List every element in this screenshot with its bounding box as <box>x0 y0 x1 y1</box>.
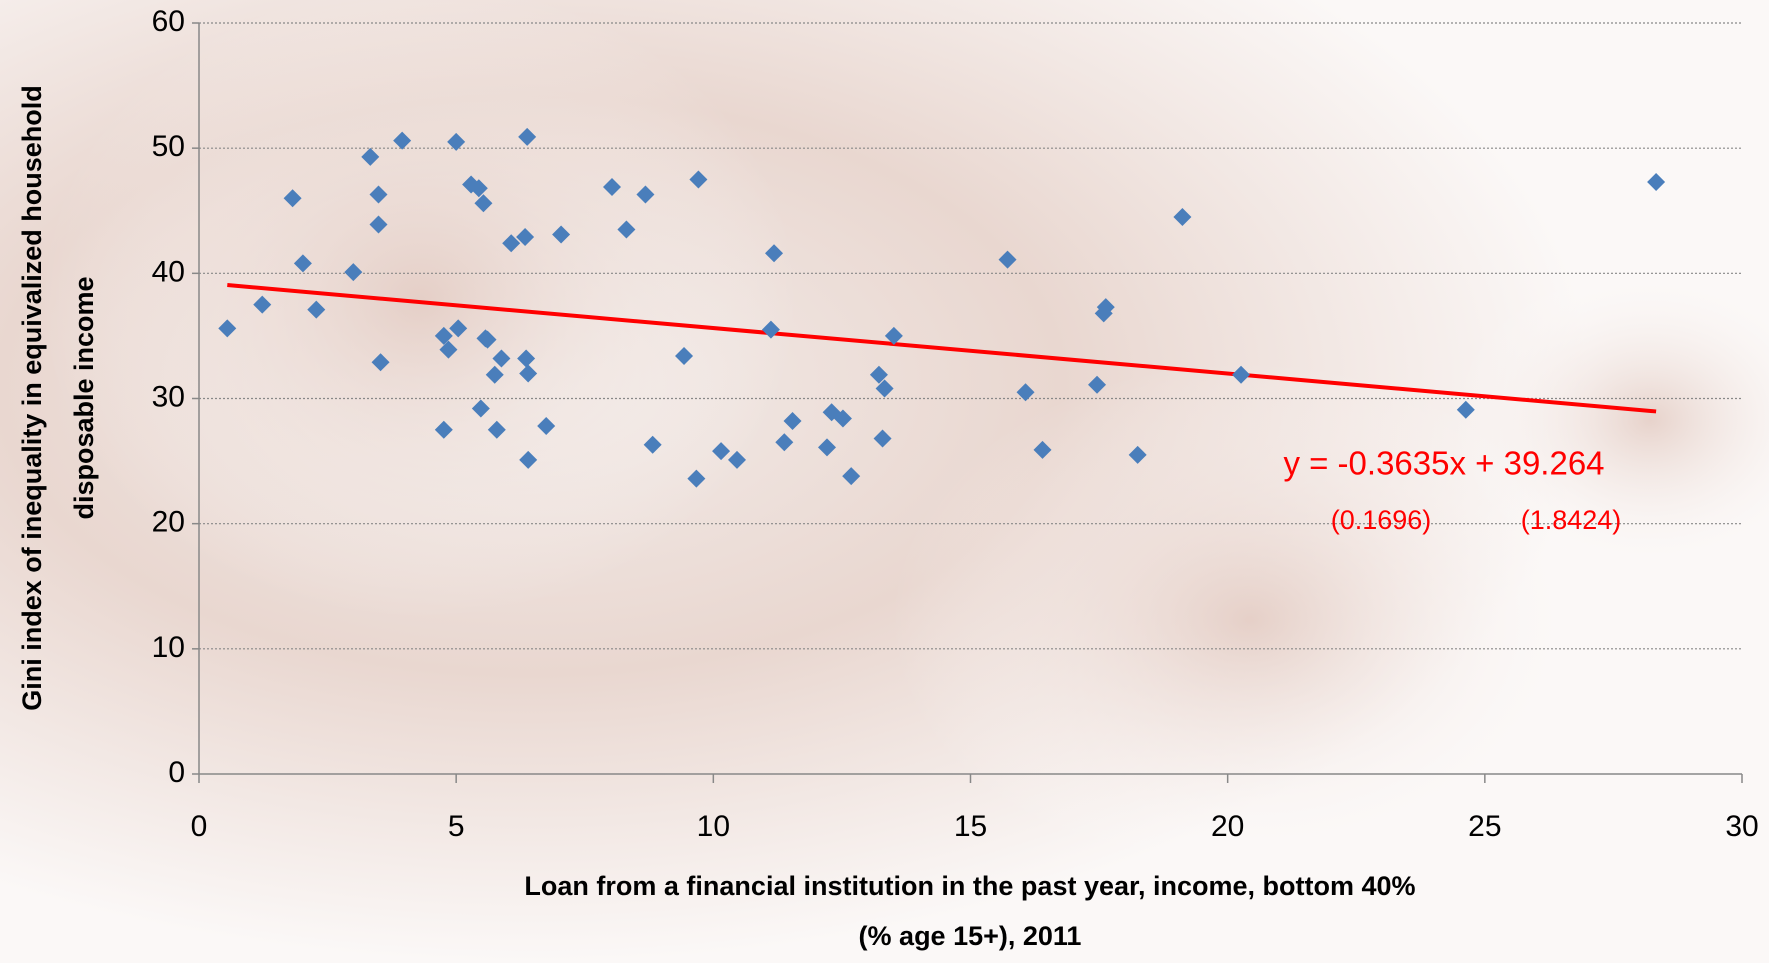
data-point <box>1128 445 1147 464</box>
data-point <box>516 228 535 247</box>
background-swirl <box>890 360 1610 880</box>
data-point <box>833 409 852 428</box>
data-point <box>449 319 468 338</box>
background-swirl <box>1450 260 1769 580</box>
data-point <box>727 450 746 469</box>
x-tick-label: 20 <box>1211 810 1244 843</box>
data-point <box>537 417 556 436</box>
trendline <box>227 283 1657 414</box>
x-axis-title: Loan from a financial institution in the… <box>524 871 1415 901</box>
data-point <box>675 346 694 365</box>
data-point <box>1456 400 1475 419</box>
y-tick-label: 40 <box>152 255 185 288</box>
data-point <box>218 319 237 338</box>
data-point <box>1088 375 1107 394</box>
data-point <box>283 189 302 208</box>
y-tick-label: 60 <box>152 5 185 38</box>
data-point <box>1096 298 1115 317</box>
data-point <box>687 469 706 488</box>
data-point <box>875 379 894 398</box>
x-axis-title: (% age 15+), 2011 <box>859 921 1082 951</box>
data-point <box>1173 208 1192 227</box>
x-tick-label: 0 <box>191 810 208 843</box>
data-point <box>517 349 536 368</box>
x-tick-label: 15 <box>954 810 987 843</box>
data-point <box>492 349 511 368</box>
data-point <box>1033 440 1052 459</box>
x-tick-label: 10 <box>697 810 730 843</box>
y-tick-label: 30 <box>152 380 185 413</box>
data-point <box>293 254 312 273</box>
y-tick-label: 20 <box>152 506 185 539</box>
x-tick-label: 5 <box>448 810 465 843</box>
data-point <box>519 450 538 469</box>
data-point <box>369 215 388 234</box>
data-point <box>485 365 504 384</box>
trendline-equation: y = -0.3635x + 39.264 <box>1283 445 1604 482</box>
data-point <box>884 326 903 345</box>
data-point <box>519 364 538 383</box>
data-point <box>636 185 655 204</box>
y-tick-label: 50 <box>152 130 185 163</box>
background-swirl <box>40 0 800 620</box>
data-point <box>478 330 497 349</box>
data-point <box>842 467 861 486</box>
standard-error: (0.1696) <box>1331 505 1432 535</box>
data-point <box>603 177 622 196</box>
data-point <box>689 170 708 189</box>
plot-area: 0 10 20 30 40 50 60 0 5 10 15 20 25 30 <box>152 5 1759 843</box>
data-point <box>434 326 453 345</box>
data-point <box>1016 383 1035 402</box>
y-axis-title: Gini index of inequality in equivalized … <box>17 85 47 711</box>
data-point <box>1647 172 1666 191</box>
data-point <box>783 412 802 431</box>
data-point <box>434 420 453 439</box>
data-point <box>765 244 784 263</box>
y-tick-label: 0 <box>168 756 185 789</box>
data-point <box>873 429 892 448</box>
data-point <box>469 179 488 198</box>
data-point <box>775 433 794 452</box>
data-point <box>552 225 571 244</box>
data-point <box>393 131 412 150</box>
data-point <box>1232 365 1251 384</box>
data-point <box>818 438 837 457</box>
data-point <box>371 353 390 372</box>
data-point <box>643 435 662 454</box>
data-point <box>761 320 780 339</box>
y-axis-title: disposable income <box>69 276 99 519</box>
x-tick-label: 25 <box>1468 810 1501 843</box>
data-point <box>253 295 272 314</box>
data-point <box>439 340 458 359</box>
standard-error: (1.8424) <box>1521 505 1622 535</box>
data-point <box>518 127 537 146</box>
y-tick-label: 10 <box>152 631 185 664</box>
data-point <box>712 442 731 461</box>
data-point <box>369 185 388 204</box>
data-point <box>471 399 490 418</box>
data-point <box>617 220 636 239</box>
data-point <box>474 194 493 213</box>
data-point <box>307 300 326 319</box>
x-tick-label: 30 <box>1725 810 1758 843</box>
data-point <box>344 263 363 282</box>
data-point <box>487 420 506 439</box>
data-point <box>447 132 466 151</box>
data-point <box>361 147 380 166</box>
data-point <box>502 234 521 253</box>
data-point <box>869 365 888 384</box>
data-point <box>998 250 1017 269</box>
